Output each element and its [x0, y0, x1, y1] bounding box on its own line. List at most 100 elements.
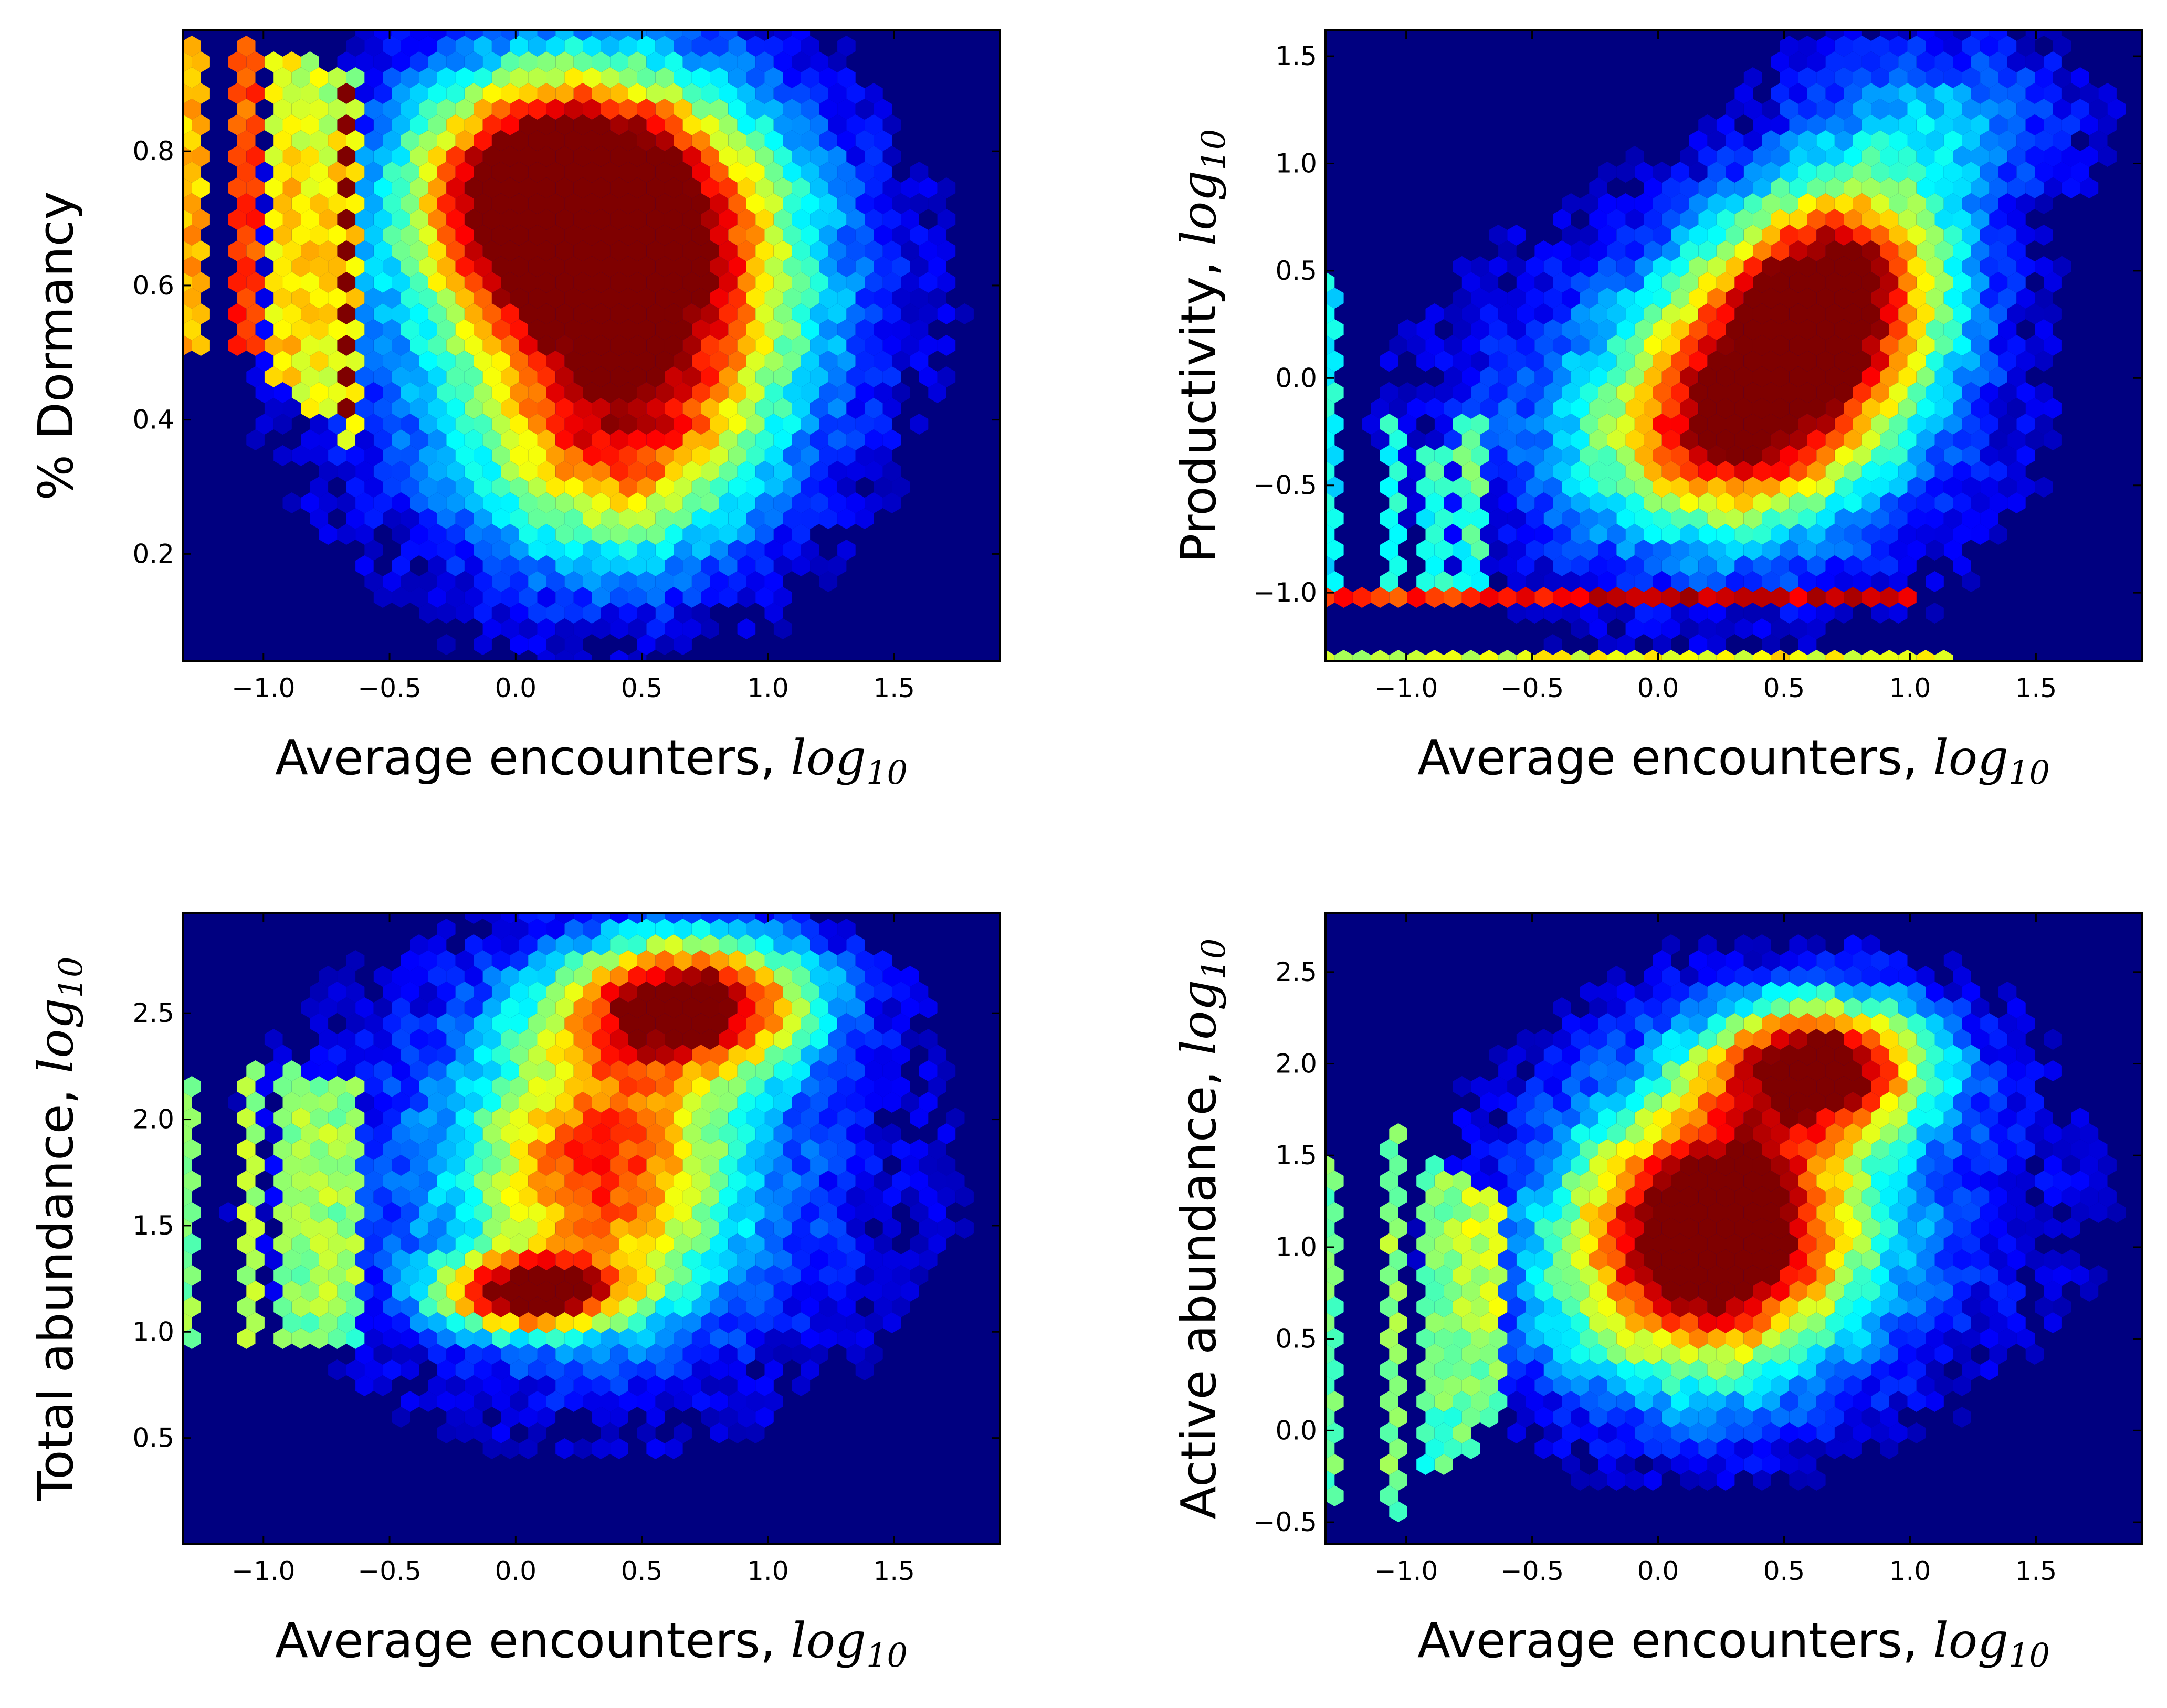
x-tick-label: 0.0 [1637, 1556, 1679, 1586]
hexbin-cell [1962, 1265, 1981, 1286]
hexbin-cell [1898, 1092, 1917, 1113]
hexbin-cell [1716, 1155, 1735, 1176]
hexbin-cell [1743, 508, 1762, 529]
hexbin-cell [828, 997, 847, 1018]
hexbin-cell [764, 382, 783, 403]
hexbin-cell [392, 1281, 410, 1302]
hexbin-cell [1753, 1249, 1771, 1270]
hexbin-cell [1934, 1218, 1953, 1239]
hexbin-cell [1444, 398, 1462, 419]
hexbin-cell [446, 524, 465, 545]
hexbin-cell [1507, 1171, 1526, 1192]
hexbin-cell [1907, 99, 1926, 120]
hexbin-cell [1534, 524, 1553, 545]
hexbin-cell [528, 319, 546, 340]
hexbin-cell [701, 555, 719, 576]
hexbin-cell [1871, 225, 1889, 246]
hexbin-cell [392, 1186, 410, 1207]
hexbin-cell [537, 240, 556, 261]
hexbin-cell [1416, 382, 1435, 403]
hexbin-cell [592, 146, 610, 167]
hexbin-cell [1598, 1265, 1617, 1286]
x-tick-label: −0.5 [357, 1556, 421, 1586]
hexbin-cell [628, 1249, 647, 1270]
hexbin-cell [1680, 524, 1699, 545]
hexbin-cell [1580, 571, 1598, 592]
hexbin-cell [1825, 1029, 1844, 1050]
hexbin-cell [1889, 571, 1908, 592]
hexbin-cell [819, 162, 838, 183]
hexbin-cell [701, 587, 719, 608]
hexbin-cell [1871, 1422, 1889, 1443]
hexbin-cell [373, 461, 392, 482]
hexbin-cell [410, 146, 428, 167]
hexbin-cell [1498, 1092, 1517, 1113]
hexbin-cell [564, 508, 583, 529]
hexbin-cell [428, 303, 447, 324]
hexbin-cell [1771, 335, 1790, 356]
hexbin-cell [401, 130, 419, 151]
hexbin-cell [437, 477, 456, 498]
hexbin-cell [1416, 571, 1435, 592]
hexbin-cell [837, 225, 856, 246]
hexbin-cell [428, 1029, 447, 1050]
hexbin-cell [1489, 1045, 1508, 1066]
hexbin-cell [1553, 1218, 1571, 1239]
hexbin-cell [1607, 1407, 1626, 1428]
y-tick-label: 0.5 [132, 1423, 174, 1453]
hexbin-cell [1571, 524, 1590, 545]
hexbin-cell [646, 1029, 665, 1050]
hexbin-cell [1971, 114, 1990, 135]
hexbin-cell [1616, 1265, 1635, 1286]
hexbin-cell [301, 146, 319, 167]
hexbin-cell [446, 1123, 465, 1144]
hexbin-cell [592, 1438, 610, 1459]
hexbin-cell [2062, 114, 2080, 135]
hexbin-cell [192, 209, 210, 230]
hexbin-cell [701, 146, 719, 167]
hexbin-cell [792, 83, 811, 104]
hexbin-cell [1371, 650, 1390, 661]
hexbin-cell [1507, 1139, 1526, 1160]
hexbin-cell [692, 571, 710, 592]
hexbin-cell [392, 429, 410, 450]
hexbin-cell [1461, 524, 1480, 545]
hexbin-cell [346, 1233, 365, 1254]
hexbin-cell [846, 398, 865, 419]
y-axis-label: Active abundance, log10 [1171, 939, 1233, 1520]
hexbin-cell [1989, 1060, 2007, 1081]
hexbin-cell [1571, 335, 1590, 356]
x-tick-label: 0.5 [621, 1556, 663, 1586]
hexbin-cell [701, 398, 719, 419]
hexbin-cell [1716, 429, 1735, 450]
hexbin-cell [1871, 351, 1889, 372]
hexbin-cell [1716, 1060, 1735, 1081]
hexbin-cell [1489, 225, 1508, 246]
hexbin-cell [1534, 461, 1553, 482]
hexbin-cell [1607, 1123, 1626, 1144]
hexbin-cell [273, 351, 292, 372]
hexbin-cell [901, 1092, 919, 1113]
hexbin-cell [1453, 319, 1471, 340]
hexbin-cell [937, 1060, 956, 1081]
hexbin-cell [474, 288, 492, 309]
hexbin-cell [392, 398, 410, 419]
hexbin-cell [674, 130, 692, 151]
hexbin-cell [1798, 950, 1817, 971]
hexbin-cell [1526, 445, 1544, 466]
y-axis-label: Total abundance, log10 [28, 957, 90, 1502]
hexbin-cell [246, 114, 265, 135]
hexbin-cell [192, 114, 210, 135]
hexbin-cell [465, 1312, 483, 1333]
hexbin-cell [1734, 1186, 1753, 1207]
x-tick-label: 0.0 [495, 1556, 537, 1586]
hexbin-cell [655, 1265, 674, 1286]
hexbin-cell [183, 51, 192, 72]
hexbin-cell [846, 1029, 865, 1050]
hexbin-cell [1498, 555, 1517, 576]
hexbin-cell [1734, 1375, 1753, 1396]
hexbin-cell [1762, 1391, 1780, 1412]
hexbin-cell [2007, 1218, 2026, 1239]
hexbin-cell [764, 1359, 783, 1380]
hexbin-cell [1907, 1202, 1926, 1223]
